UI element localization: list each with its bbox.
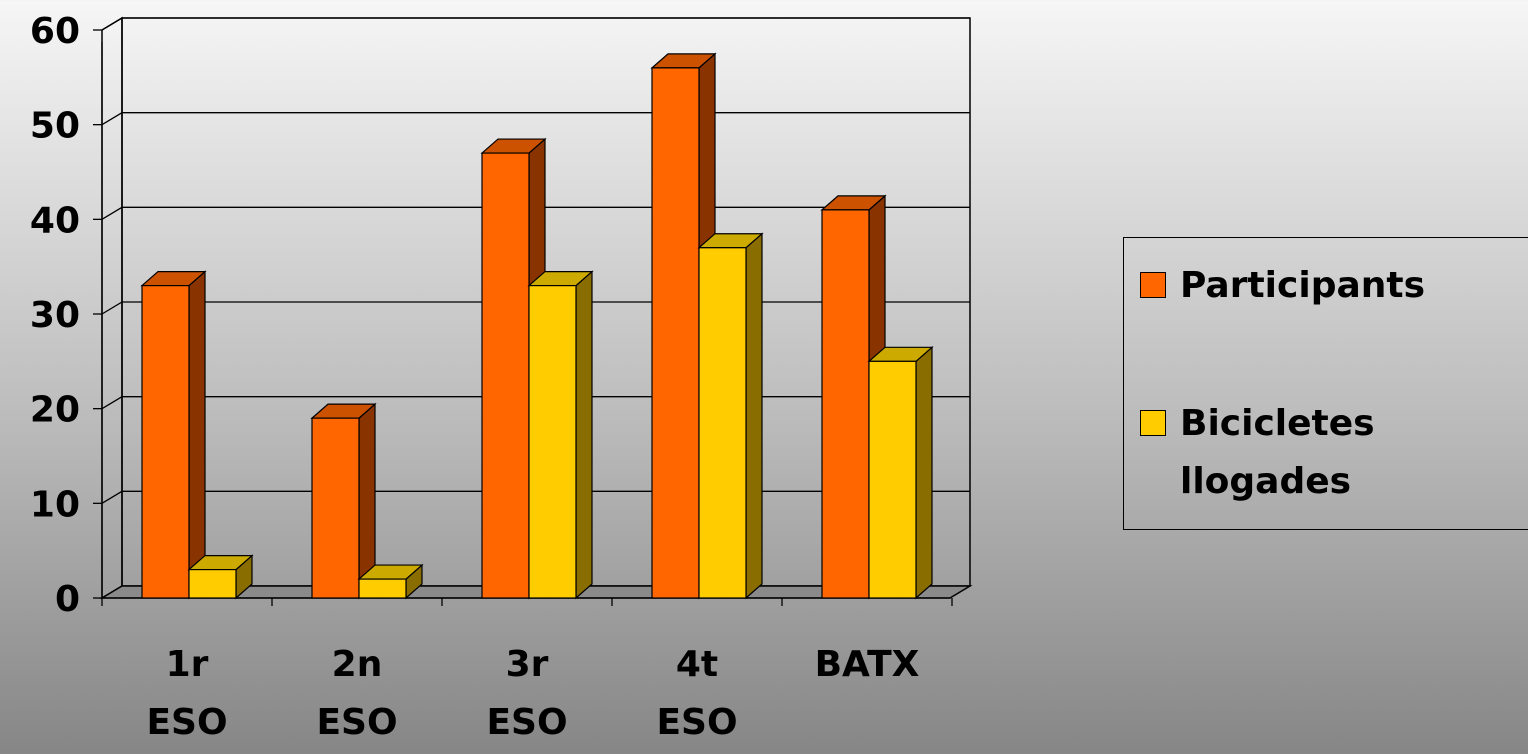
- y-tick-label: 40: [30, 200, 80, 241]
- bar-side: [575, 270, 593, 600]
- bar-front: [311, 417, 360, 599]
- bar-front: [821, 209, 870, 599]
- bar-bicicletes-2: [527, 270, 594, 600]
- bars: [140, 52, 934, 600]
- y-tick-label: 60: [30, 11, 80, 52]
- bar-side: [915, 346, 933, 600]
- legend-label: Bicicletes llogades: [1180, 403, 1375, 502]
- bar-front: [141, 285, 190, 599]
- legend-swatch: [1140, 272, 1166, 298]
- bar-participants-1: [310, 402, 377, 600]
- gridline: [101, 17, 970, 31]
- bar-side: [745, 232, 763, 600]
- x-tick-label: 2n ESO: [316, 644, 398, 743]
- x-tick-label: BATX: [814, 644, 920, 685]
- bar-bicicletes-0: [187, 554, 254, 600]
- bar-front: [698, 247, 747, 599]
- bar-bicicletes-1: [357, 563, 424, 600]
- bar-bicicletes-4: [867, 346, 934, 600]
- x-tick-label: 1r ESO: [146, 644, 228, 743]
- y-tick-label: 0: [55, 579, 80, 620]
- gridline: [101, 112, 970, 126]
- bar-front: [868, 360, 917, 599]
- legend-item: Participants: [1140, 257, 1500, 315]
- bar-front: [358, 578, 407, 599]
- bar-bicicletes-3: [697, 232, 764, 600]
- x-tick-label: 3r ESO: [486, 644, 568, 743]
- bar-side: [188, 270, 206, 600]
- y-tick-label: 30: [30, 295, 80, 336]
- bar-front: [651, 67, 700, 599]
- legend: Participants Bicicletes llogades: [1123, 237, 1528, 530]
- x-axis: [101, 597, 953, 606]
- x-tick-label: 4t ESO: [656, 644, 738, 743]
- bar-front: [188, 568, 237, 599]
- legend-item: Bicicletes llogades: [1140, 395, 1500, 511]
- y-tick-label: 20: [30, 390, 80, 431]
- legend-label: Participants: [1180, 265, 1426, 306]
- bar-front: [481, 152, 530, 599]
- y-tick-label: 50: [30, 106, 80, 147]
- bar-participants-0: [140, 270, 207, 600]
- y-axis: 0 10 20 30 40 50 60: [30, 11, 103, 620]
- y-tick-label: 10: [30, 484, 80, 525]
- legend-swatch: [1140, 410, 1166, 436]
- bar-front: [528, 285, 577, 599]
